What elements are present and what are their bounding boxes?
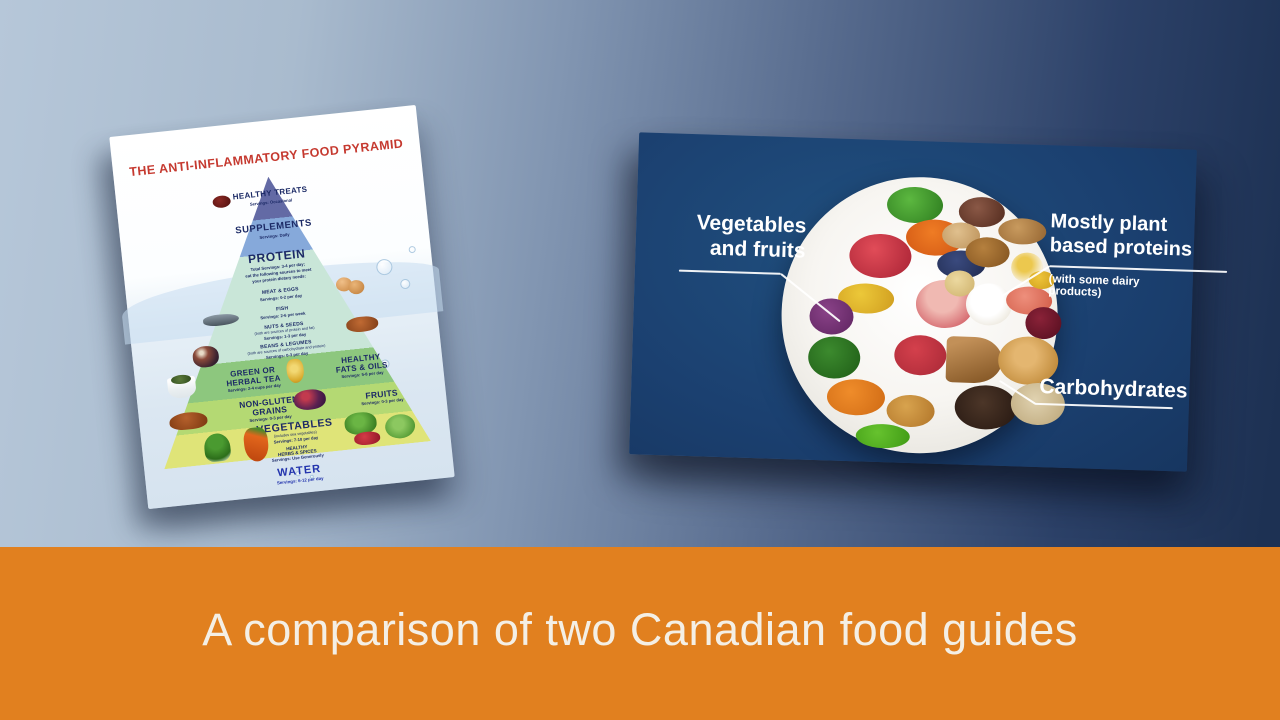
label-proteins-line2: based proteins bbox=[1049, 234, 1193, 261]
food-item-image bbox=[1024, 306, 1062, 340]
label-proteins-note: (with some dairy products) bbox=[1048, 273, 1140, 299]
plate-section-proteins bbox=[639, 132, 1197, 340]
plate-guide: Vegetables and fruits Mostly plant based… bbox=[629, 132, 1228, 472]
pyramid-poster: THE ANTI-INFLAMMATORY FOOD PYRAMID HEALT… bbox=[109, 104, 455, 510]
label-proteins: Mostly plant based proteins bbox=[1049, 209, 1240, 263]
label-vegetables-fruits: Vegetables and fruits bbox=[653, 209, 806, 264]
caption-banner: A comparison of two Canadian food guides bbox=[0, 547, 1280, 720]
label-vegetables-fruits-line2: and fruits bbox=[709, 236, 806, 263]
food-item-image bbox=[855, 423, 911, 449]
plate-section-carbohydrates bbox=[639, 132, 1197, 431]
poster-title: THE ANTI-INFLAMMATORY FOOD PYRAMID bbox=[128, 136, 404, 180]
plate-section-vegetables-fruits bbox=[639, 132, 1197, 449]
leader-line-proteins-underline bbox=[1049, 265, 1228, 273]
label-carbohydrates: Carbohydrates bbox=[1039, 375, 1188, 403]
slide-title: A comparison of two Canadian food guides bbox=[202, 603, 1078, 655]
leader-line-vegetables bbox=[678, 269, 781, 275]
